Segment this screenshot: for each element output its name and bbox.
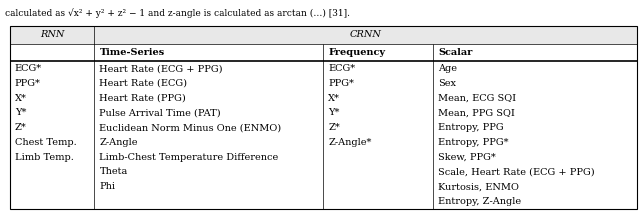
Text: Time-Series: Time-Series: [99, 48, 164, 57]
Text: Z-Angle: Z-Angle: [99, 138, 138, 147]
Text: Mean, PPG SQI: Mean, PPG SQI: [438, 108, 515, 117]
Text: Heart Rate (ECG): Heart Rate (ECG): [99, 79, 188, 88]
Text: Heart Rate (PPG): Heart Rate (PPG): [99, 94, 186, 103]
Text: Z-Angle*: Z-Angle*: [328, 138, 372, 147]
Text: Limb-Chest Temperature Difference: Limb-Chest Temperature Difference: [99, 153, 278, 162]
Text: Entropy, Z-Angle: Entropy, Z-Angle: [438, 197, 521, 206]
Text: Frequency: Frequency: [328, 48, 385, 57]
Text: Limb Temp.: Limb Temp.: [15, 153, 74, 162]
Text: Skew, PPG*: Skew, PPG*: [438, 153, 496, 162]
Text: Phi: Phi: [99, 182, 115, 191]
Text: Age: Age: [438, 64, 457, 73]
Text: Pulse Arrival Time (PAT): Pulse Arrival Time (PAT): [99, 108, 221, 117]
Text: Z*: Z*: [15, 123, 26, 132]
Text: Y*: Y*: [15, 108, 26, 117]
Text: Sex: Sex: [438, 79, 456, 88]
Text: ECG*: ECG*: [15, 64, 42, 73]
Text: Euclidean Norm Minus One (ENMO): Euclidean Norm Minus One (ENMO): [99, 123, 282, 132]
Text: Z*: Z*: [328, 123, 340, 132]
Bar: [10, 61, 637, 209]
Text: Entropy, PPG: Entropy, PPG: [438, 123, 504, 132]
Text: PPG*: PPG*: [328, 79, 354, 88]
Bar: [10, 26, 637, 44]
Text: Scale, Heart Rate (ECG + PPG): Scale, Heart Rate (ECG + PPG): [438, 167, 595, 176]
Text: PPG*: PPG*: [15, 79, 40, 88]
Text: calculated as √x² + y² + z² − 1 and z-angle is calculated as arctan (…) [31].: calculated as √x² + y² + z² − 1 and z-an…: [5, 8, 350, 18]
Text: Kurtosis, ENMO: Kurtosis, ENMO: [438, 182, 519, 191]
Text: Entropy, PPG*: Entropy, PPG*: [438, 138, 509, 147]
Text: Theta: Theta: [99, 167, 127, 176]
Text: Y*: Y*: [328, 108, 340, 117]
Bar: [10, 44, 637, 61]
Text: X*: X*: [15, 94, 27, 103]
Text: Scalar: Scalar: [438, 48, 472, 57]
Text: Heart Rate (ECG + PPG): Heart Rate (ECG + PPG): [99, 64, 223, 73]
Text: CRNN: CRNN: [349, 30, 381, 39]
Text: RNN: RNN: [40, 30, 64, 39]
Bar: [10, 26, 637, 209]
Text: Mean, ECG SQI: Mean, ECG SQI: [438, 94, 516, 103]
Text: Chest Temp.: Chest Temp.: [15, 138, 76, 147]
Text: ECG*: ECG*: [328, 64, 355, 73]
Text: X*: X*: [328, 94, 340, 103]
